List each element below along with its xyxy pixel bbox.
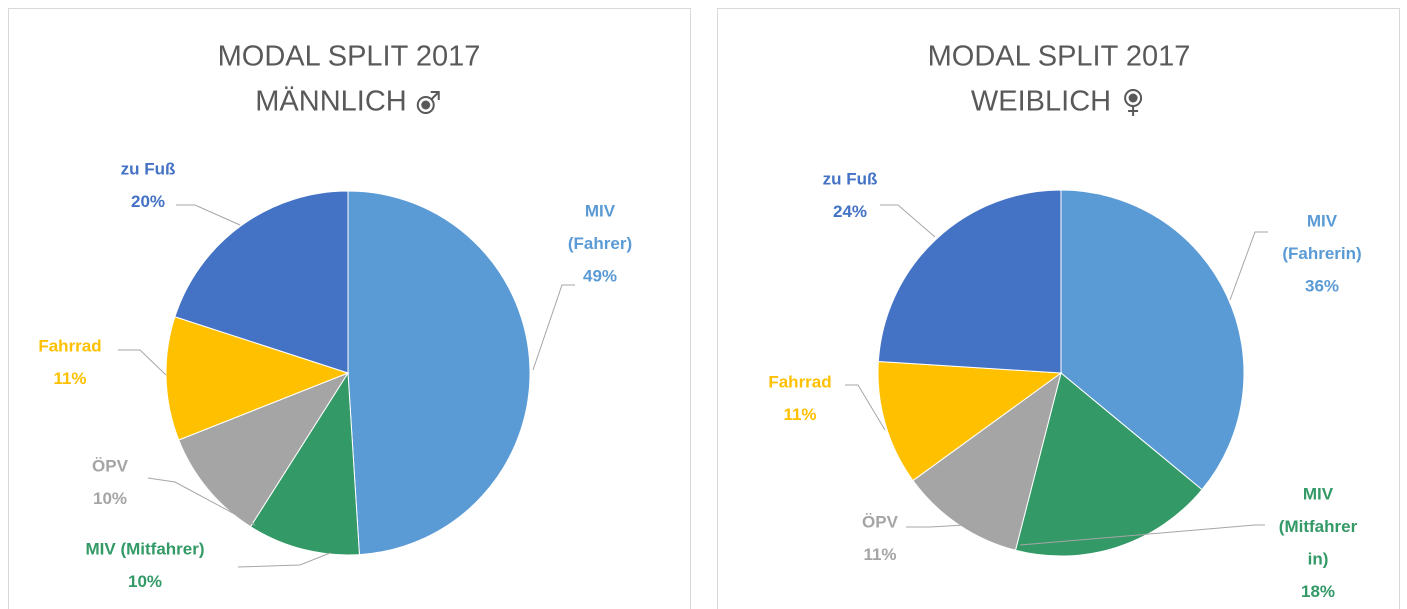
data-label-value: 24% [833, 202, 867, 221]
data-label-name: ÖPV [862, 512, 899, 531]
icon-cross [1128, 106, 1139, 116]
leader-line [237, 552, 331, 568]
gender-icon [416, 91, 440, 114]
data-label-value: 36% [1305, 276, 1339, 295]
data-label-name: MIV [1307, 211, 1338, 230]
leader-line [1019, 524, 1265, 546]
data-label-name: in) [1308, 549, 1329, 568]
icon-circle [416, 96, 435, 114]
data-label-value: 18% [1301, 582, 1335, 601]
data-label-value: 11% [783, 405, 816, 424]
data-label-value: 20% [131, 192, 165, 211]
data-label-name: zu Fuß [823, 169, 878, 188]
data-label-name: MIV [585, 201, 616, 220]
pie-slice [174, 190, 349, 374]
leader-line [906, 524, 966, 528]
data-label-value: 11% [53, 369, 86, 388]
leader-line [176, 204, 241, 226]
data-label-value: 10% [93, 489, 127, 508]
data-label-value: 49% [583, 266, 617, 285]
pie-slice [912, 371, 1062, 551]
pie-slice [1014, 372, 1203, 557]
data-label-name: (Fahrer) [568, 234, 632, 253]
data-label-name: MIV (Mitfahrer) [86, 539, 205, 558]
data-label-name: Fahrrad [38, 336, 101, 355]
icon-dot [1128, 93, 1138, 103]
leader-line [1229, 231, 1268, 301]
data-label-name: zu Fuß [121, 159, 176, 178]
leader-line [532, 284, 575, 371]
chart-title: MODAL SPLIT 2017 [218, 41, 481, 73]
icon-dot [421, 100, 431, 110]
leader-line [845, 384, 886, 431]
pie-slice [347, 190, 531, 556]
leader-line [147, 477, 256, 526]
pie-slice [877, 189, 1062, 374]
chart-title: MODAL SPLIT 2017 [928, 41, 1191, 73]
pie-slice [249, 371, 360, 556]
data-label-name: (Mitfahrer [1279, 517, 1358, 536]
chart-subtitle: WEIBLICH [971, 86, 1111, 118]
data-label-value: 11% [863, 545, 896, 564]
data-label-name: (Fahrerin) [1282, 244, 1361, 263]
icon-arrow [430, 91, 440, 100]
pie-slice [178, 371, 350, 528]
gender-icon [1124, 89, 1143, 116]
pie-slice [877, 360, 1063, 482]
data-label-value: 10% [128, 572, 162, 591]
pie-slice [1060, 189, 1245, 491]
data-label-name: ÖPV [92, 456, 129, 475]
leader-line [880, 204, 936, 238]
leader-line [118, 349, 167, 376]
chart-subtitle: MÄNNLICH [255, 86, 406, 118]
data-label-name: Fahrrad [768, 372, 831, 391]
data-label-name: MIV [1303, 484, 1334, 503]
pie-slice [165, 316, 350, 441]
